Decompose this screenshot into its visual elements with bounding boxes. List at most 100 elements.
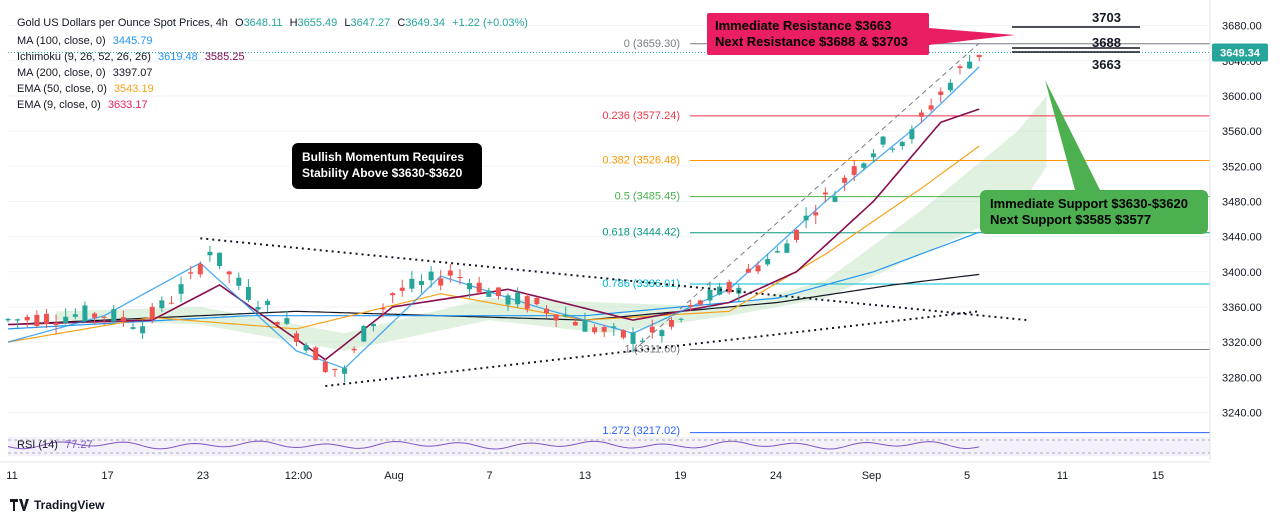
candle-body — [582, 320, 588, 332]
candle-body — [620, 330, 626, 338]
time-tick-label: Aug — [384, 470, 404, 482]
candle-body — [649, 326, 655, 333]
rsi-line — [7, 440, 980, 450]
candle-body — [149, 306, 155, 320]
candle-body — [495, 287, 501, 297]
candle-body — [938, 91, 944, 96]
legend-ma100[interactable]: MA (100, close, 0) 3445.79 — [17, 35, 153, 47]
rsi-legend[interactable]: RSI (14) 77.27 — [17, 439, 93, 451]
candle-body — [370, 323, 376, 327]
fib-level-label: 1.272 (3217.02) — [602, 425, 680, 437]
trendlines — [200, 42, 1028, 388]
candle-body — [274, 322, 280, 325]
time-tick-label: 19 — [674, 470, 686, 482]
high-value: 3655.49 — [297, 17, 338, 29]
candle-body — [217, 252, 223, 267]
candle-body — [803, 215, 809, 221]
candle-body — [197, 264, 203, 275]
candle-body — [467, 283, 473, 290]
fib-level-label: 0 (3659.30) — [624, 38, 680, 50]
time-tick-label: 5 — [964, 470, 970, 482]
resistance-callout: Immediate Resistance $3663 Next Resistan… — [707, 13, 929, 55]
candle-body — [976, 54, 982, 58]
ma100-line — [7, 231, 980, 330]
candle-body — [755, 265, 761, 272]
candle-body — [592, 327, 598, 333]
candle-body — [890, 148, 896, 150]
candle-body — [505, 295, 511, 305]
candle-body — [120, 317, 126, 322]
candle-body — [159, 300, 165, 309]
tradingview-logo[interactable]: TradingView — [10, 498, 104, 512]
candle-body — [611, 326, 617, 328]
annotations: 3649.34 — [8, 26, 1268, 190]
candlesticks — [5, 54, 982, 382]
legend-ma200[interactable]: MA (200, close, 0) 3397.07 — [17, 67, 153, 79]
candle-body — [457, 276, 463, 279]
ichimoku-base-line — [7, 108, 980, 361]
candle-body — [313, 347, 319, 361]
legend-ema50[interactable]: EMA (50, close, 0) 3543.19 — [17, 83, 154, 95]
price-tick-label: 3400.00 — [1222, 267, 1262, 279]
time-tick-label: 13 — [579, 470, 591, 482]
candle-body — [438, 278, 444, 286]
candle-body — [745, 268, 751, 273]
candle-body — [168, 302, 174, 304]
candle-body — [774, 251, 780, 253]
candle-body — [880, 136, 886, 145]
candle-body — [390, 293, 396, 296]
candle-body — [669, 319, 675, 327]
candle-body — [861, 163, 867, 168]
change-value: +1.22 (+0.03%) — [452, 17, 528, 29]
time-tick-label: 17 — [101, 470, 113, 482]
price-axis[interactable]: 3240.00 3280.00 3320.00 3360.00 3400.00 3440.… — [1209, 0, 1262, 460]
close-value: 3649.34 — [405, 17, 446, 29]
time-tick-label: 11 — [6, 470, 17, 482]
candle-body — [351, 348, 357, 351]
level-3688-label: 3688 — [1092, 35, 1121, 50]
time-tick-label: 15 — [1152, 470, 1164, 482]
candle-body — [53, 322, 59, 326]
candle-body — [380, 308, 386, 310]
candle-body — [293, 333, 299, 342]
chart-grid — [8, 25, 1210, 413]
price-tick-label: 3320.00 — [1222, 337, 1262, 349]
last-price-label: 3649.34 — [1220, 48, 1261, 60]
candle-body — [957, 66, 963, 69]
candle-body — [255, 307, 261, 310]
candle-body — [34, 314, 40, 327]
time-axis[interactable]: 11 17 23 12:00 Aug 7 13 19 24 Sep 5 11 15 — [0, 461, 1210, 482]
ma200-line — [7, 273, 980, 326]
candle-body — [659, 330, 665, 337]
candle-body — [630, 332, 636, 344]
fib-level-label: 0.5 (3485.45) — [615, 191, 680, 203]
price-tick-label: 3480.00 — [1222, 196, 1262, 208]
legend-ichimoku[interactable]: Ichimoku (9, 26, 52, 26, 26) 3619.48 358… — [17, 51, 245, 63]
candle-body — [5, 318, 11, 321]
chart-header: Gold US Dollars per Ounce Spot Prices, 4… — [17, 17, 528, 29]
candle-body — [284, 318, 290, 324]
candle-body — [515, 292, 521, 305]
candle-body — [563, 314, 569, 317]
rsi-band — [8, 437, 1210, 456]
time-tick-label: 23 — [197, 470, 209, 482]
candle-body — [601, 327, 607, 332]
fibonacci-retracement: 0 (3659.30) 0.236 (3577.24) 0.382 (3526.48… — [602, 38, 1210, 437]
candle-body — [794, 229, 800, 240]
candle-body — [342, 368, 348, 374]
candle-body — [399, 287, 405, 291]
price-tick-label: 3240.00 — [1222, 407, 1262, 419]
fib-level-label: 0.786 (3386.01) — [602, 278, 680, 290]
candle-body — [678, 318, 684, 320]
candle-body — [784, 243, 790, 253]
candle-body — [207, 251, 213, 256]
candle-body — [967, 61, 973, 69]
candle-body — [534, 297, 540, 305]
support-callout-pointer — [1045, 80, 1100, 190]
candle-body — [553, 314, 559, 321]
legend-ema9[interactable]: EMA (9, close, 0) 3633.17 — [17, 99, 148, 111]
candle-body — [909, 129, 915, 140]
candle-body — [447, 270, 453, 276]
candle-body — [245, 286, 251, 300]
